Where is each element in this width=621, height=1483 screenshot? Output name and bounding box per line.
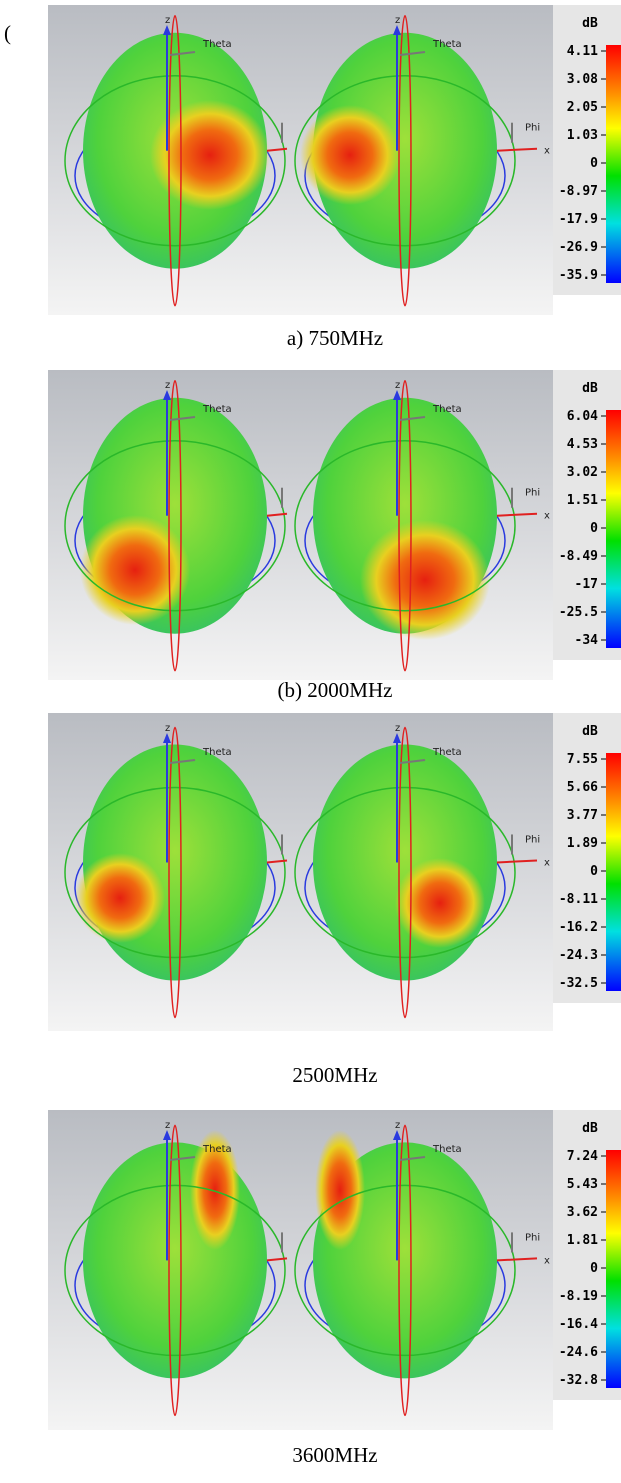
caption: (b) 2000MHz <box>278 678 393 702</box>
theta-label: Theta <box>202 39 232 50</box>
theta-label: Theta <box>432 747 462 758</box>
colorbar-label: 3.77 <box>567 808 598 823</box>
colorbar-label: 1.03 <box>567 128 598 143</box>
colorbar-label: 4.11 <box>567 44 598 59</box>
hotspot <box>360 520 490 640</box>
colorbar-label: 7.55 <box>567 752 598 767</box>
colorbar-label: -25.5 <box>559 605 598 620</box>
phi-label: Phi <box>525 834 540 845</box>
colorbar-scale <box>606 753 621 991</box>
x-label: x <box>544 857 550 868</box>
colorbar-label: -8.97 <box>559 184 598 199</box>
colorbar-label: 4.53 <box>567 437 598 452</box>
theta-label: Theta <box>432 1144 462 1155</box>
colorbar-label: -24.3 <box>559 948 598 963</box>
theta-label: Theta <box>202 747 232 758</box>
colorbar-label: 6.04 <box>567 409 598 424</box>
z-label: z <box>395 1120 400 1131</box>
z-label: z <box>165 15 170 26</box>
z-label: z <box>165 1120 170 1131</box>
colorbar-label: -8.19 <box>559 1289 598 1304</box>
figure: ( z Theta z Theta Phi x dB 4.11 3.08 2.05 1.03 0 -8.… <box>0 0 621 1483</box>
hotspot <box>75 853 165 943</box>
colorbar-label: 5.43 <box>567 1177 598 1192</box>
colorbar-label: 1.51 <box>567 493 598 508</box>
theta-label: Theta <box>432 404 462 415</box>
colorbar-label: 0 <box>590 156 598 171</box>
hotspot <box>80 515 190 625</box>
colorbar-label: -26.9 <box>559 240 598 255</box>
colorbar-label: 0 <box>590 521 598 536</box>
colorbar-scale <box>606 410 621 648</box>
z-label: z <box>165 723 170 734</box>
colorbar-label: 3.08 <box>567 72 598 87</box>
theta-label: Theta <box>432 39 462 50</box>
x-label: x <box>544 1255 550 1266</box>
hotspot <box>300 105 400 205</box>
phi-label: Phi <box>525 123 540 134</box>
stray-mark: ( <box>4 21 11 45</box>
colorbar-scale <box>606 45 621 283</box>
caption: 2500MHz <box>292 1063 377 1087</box>
colorbar-label: 3.62 <box>567 1205 598 1220</box>
colorbar-label: -16.2 <box>559 920 598 935</box>
z-label: z <box>395 15 400 26</box>
colorbar-label: 5.66 <box>567 780 598 795</box>
colorbar-label: 0 <box>590 1261 598 1276</box>
z-label: z <box>395 723 400 734</box>
colorbar-scale <box>606 1150 621 1388</box>
colorbar-label: -24.6 <box>559 1345 598 1360</box>
colorbar-unit: dB <box>582 1121 598 1136</box>
caption: a) 750MHz <box>287 326 383 350</box>
colorbar-unit: dB <box>582 724 598 739</box>
hotspot <box>315 1130 365 1250</box>
colorbar-label: 1.89 <box>567 836 598 851</box>
caption: 3600MHz <box>292 1443 377 1467</box>
colorbar-label: 2.05 <box>567 100 598 115</box>
colorbar-label: -35.9 <box>559 268 598 283</box>
colorbar-unit: dB <box>582 381 598 396</box>
colorbar-label: -32.5 <box>559 976 598 991</box>
colorbar-label: 0 <box>590 864 598 879</box>
colorbar-label: 1.81 <box>567 1233 598 1248</box>
colorbar-label: -8.49 <box>559 549 598 564</box>
colorbar-label: 7.24 <box>567 1149 598 1164</box>
x-label: x <box>544 146 550 157</box>
colorbar-label: -34 <box>575 633 599 648</box>
z-label: z <box>395 380 400 391</box>
pattern-body <box>313 744 497 980</box>
colorbar-unit: dB <box>582 16 598 31</box>
theta-label: Theta <box>202 1144 232 1155</box>
colorbar-label: -17.9 <box>559 212 598 227</box>
colorbar-label: -32.8 <box>559 1373 598 1388</box>
x-label: x <box>544 511 550 522</box>
colorbar-label: -8.11 <box>559 892 598 907</box>
z-label: z <box>165 380 170 391</box>
phi-label: Phi <box>525 1232 540 1243</box>
colorbar-label: -17 <box>575 577 598 592</box>
colorbar-label: 3.02 <box>567 465 598 480</box>
colorbar-label: -16.4 <box>559 1317 598 1332</box>
hotspot <box>395 858 485 948</box>
phi-label: Phi <box>525 488 540 499</box>
theta-label: Theta <box>202 404 232 415</box>
